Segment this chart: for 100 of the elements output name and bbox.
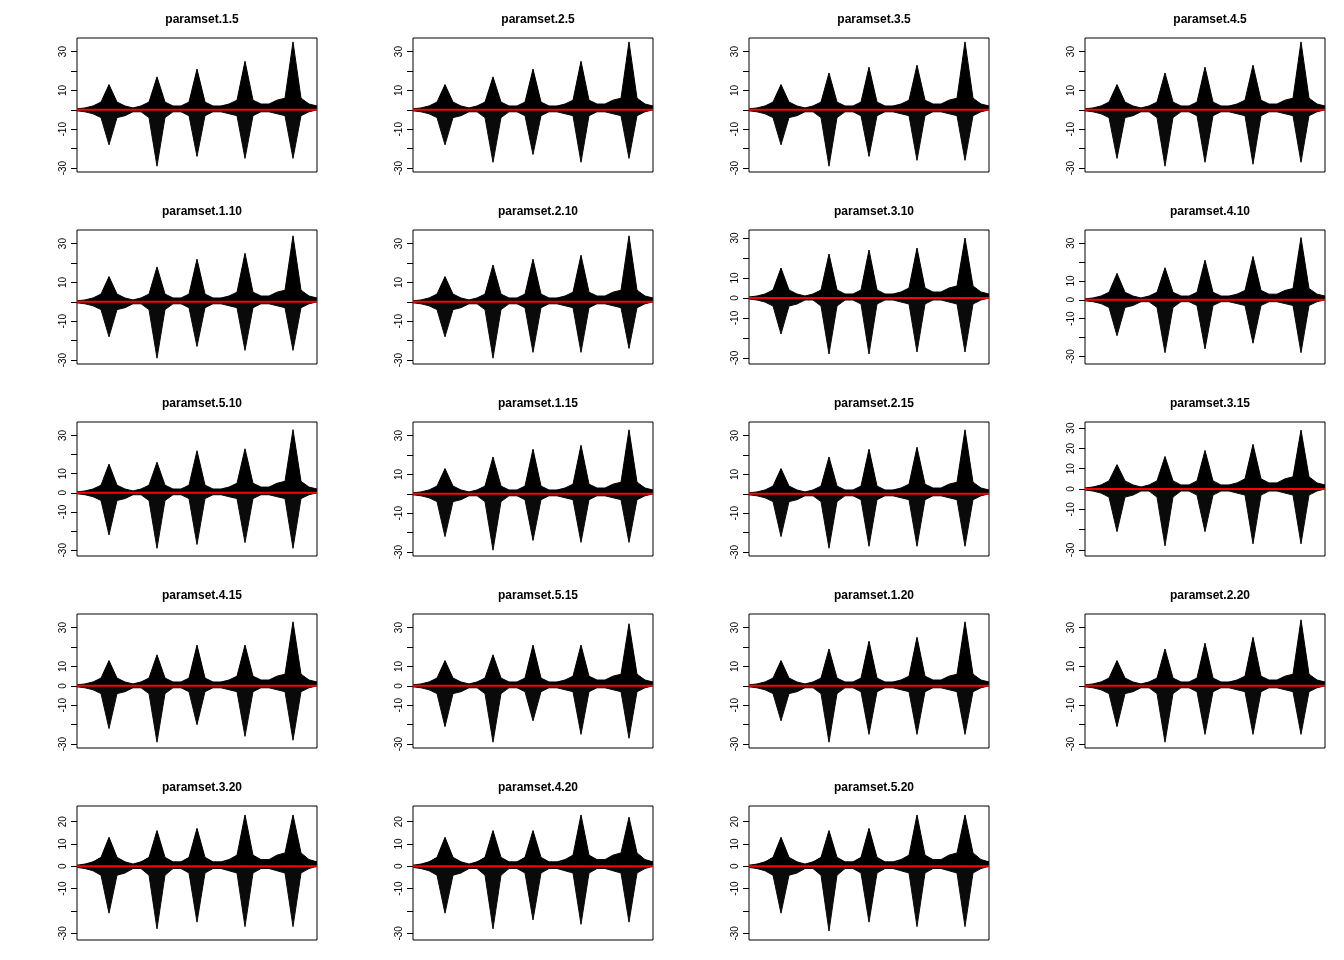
y-tick-label: 10 xyxy=(728,660,740,672)
y-tick-label: 30 xyxy=(56,429,68,441)
y-tick-label: 10 xyxy=(728,837,740,850)
y-tick-label: -30 xyxy=(56,736,68,752)
y-tick-label: 10 xyxy=(56,276,68,288)
y-tick-label: -10 xyxy=(728,310,740,326)
chart-title: paramset.4.15 xyxy=(161,588,243,602)
y-tick-label: -30 xyxy=(728,925,740,941)
y-tick-label: 10 xyxy=(1064,660,1076,672)
y-tick-label: 20 xyxy=(728,815,740,828)
chart-title: paramset.5.15 xyxy=(497,588,579,602)
y-tick-label: 20 xyxy=(56,815,68,828)
y-tick-label: -10 xyxy=(728,505,740,521)
y-tick-label: 0 xyxy=(56,489,68,496)
chart-title: paramset.3.10 xyxy=(833,204,915,218)
y-tick-label: 30 xyxy=(392,621,404,634)
y-tick-label: 0 xyxy=(1064,296,1076,303)
y-tick-label: 10 xyxy=(56,84,68,96)
y-tick-label: 10 xyxy=(1064,84,1076,96)
y-tick-label: 10 xyxy=(392,468,404,480)
y-tick-label: -10 xyxy=(56,313,68,329)
y-tick-label: 10 xyxy=(392,84,404,96)
y-tick-label: 10 xyxy=(1064,462,1076,475)
y-tick-label: 30 xyxy=(392,237,404,250)
y-tick-label: 10 xyxy=(56,837,68,850)
y-tick-label: -30 xyxy=(1064,348,1076,364)
chart-title: paramset.2.5 xyxy=(501,12,576,26)
y-tick-label: 10 xyxy=(392,276,404,288)
y-tick-label: -30 xyxy=(392,544,404,560)
y-tick-label: -30 xyxy=(728,544,740,560)
y-tick-label: 30 xyxy=(1064,237,1076,249)
chart-title: paramset.1.20 xyxy=(833,588,915,602)
chart-title: paramset.5.20 xyxy=(833,780,915,794)
y-tick-label: 10 xyxy=(56,660,68,672)
y-tick-label: -30 xyxy=(728,160,740,176)
chart-title: paramset.2.15 xyxy=(833,396,915,410)
y-tick-label: 0 xyxy=(392,682,404,689)
chart-title: paramset.3.5 xyxy=(837,12,912,26)
y-tick-label: 30 xyxy=(392,45,404,58)
y-tick-label: 30 xyxy=(392,429,404,442)
y-tick-label: -10 xyxy=(392,880,404,896)
y-tick-label: -10 xyxy=(728,697,740,713)
y-tick-label: -10 xyxy=(56,121,68,137)
chart-title: paramset.3.20 xyxy=(161,780,243,794)
y-tick-label: 30 xyxy=(1064,621,1076,634)
y-tick-label: 30 xyxy=(728,45,740,58)
y-tick-label: 30 xyxy=(1064,45,1076,58)
y-tick-label: 30 xyxy=(1064,422,1076,434)
y-tick-label: -30 xyxy=(728,736,740,752)
y-tick-label: 0 xyxy=(392,863,404,870)
y-tick-label: -10 xyxy=(56,880,68,896)
y-tick-label: -30 xyxy=(56,160,68,176)
chart-title: paramset.4.5 xyxy=(1173,12,1248,26)
y-tick-label: 10 xyxy=(728,84,740,96)
chart-title: paramset.1.15 xyxy=(497,396,579,410)
y-tick-label: -10 xyxy=(1064,121,1076,137)
y-tick-label: 0 xyxy=(56,682,68,689)
y-tick-label: -10 xyxy=(392,313,404,329)
y-tick-label: -30 xyxy=(56,352,68,368)
chart-title: paramset.4.10 xyxy=(1169,204,1251,218)
y-tick-label: 0 xyxy=(56,863,68,870)
y-tick-label: -30 xyxy=(56,542,68,558)
chart-title: paramset.1.5 xyxy=(165,12,240,26)
y-tick-label: -10 xyxy=(392,121,404,137)
y-tick-label: -30 xyxy=(392,160,404,176)
y-tick-label: 10 xyxy=(392,837,404,850)
chart-title: paramset.4.20 xyxy=(497,780,579,794)
y-tick-label: 0 xyxy=(728,863,740,870)
y-tick-label: -30 xyxy=(392,925,404,941)
y-tick-label: 10 xyxy=(1064,274,1076,287)
y-tick-label: 10 xyxy=(728,468,740,480)
y-tick-label: 30 xyxy=(56,45,68,58)
y-tick-label: -30 xyxy=(392,736,404,752)
y-tick-label: 30 xyxy=(56,621,68,634)
y-tick-label: -30 xyxy=(1064,542,1076,558)
y-tick-label: 30 xyxy=(728,621,740,634)
chart-title: paramset.2.20 xyxy=(1169,588,1251,602)
y-tick-label: -10 xyxy=(1064,697,1076,713)
y-tick-label: -30 xyxy=(1064,736,1076,752)
y-tick-label: -30 xyxy=(1064,160,1076,176)
y-tick-label: -10 xyxy=(392,697,404,713)
y-tick-label: -30 xyxy=(392,352,404,368)
chart-title: paramset.3.15 xyxy=(1169,396,1251,410)
chart-title: paramset.2.10 xyxy=(497,204,579,218)
y-tick-label: 0 xyxy=(1064,485,1076,492)
y-tick-label: 0 xyxy=(728,294,740,301)
chart-title: paramset.5.10 xyxy=(161,396,243,410)
y-tick-label: -10 xyxy=(392,505,404,521)
y-tick-label: 10 xyxy=(392,660,404,672)
y-tick-label: -30 xyxy=(728,350,740,366)
y-tick-label: -10 xyxy=(728,121,740,137)
y-tick-label: -10 xyxy=(56,504,68,520)
y-tick-label: 30 xyxy=(728,232,740,244)
y-tick-label: -10 xyxy=(1064,501,1076,517)
y-tick-label: -10 xyxy=(1064,311,1076,326)
y-tick-label: -10 xyxy=(56,697,68,713)
y-tick-label: -30 xyxy=(56,925,68,941)
chart-title: paramset.1.10 xyxy=(161,204,243,218)
y-tick-label: 20 xyxy=(392,815,404,828)
y-tick-label: 20 xyxy=(1064,442,1076,454)
